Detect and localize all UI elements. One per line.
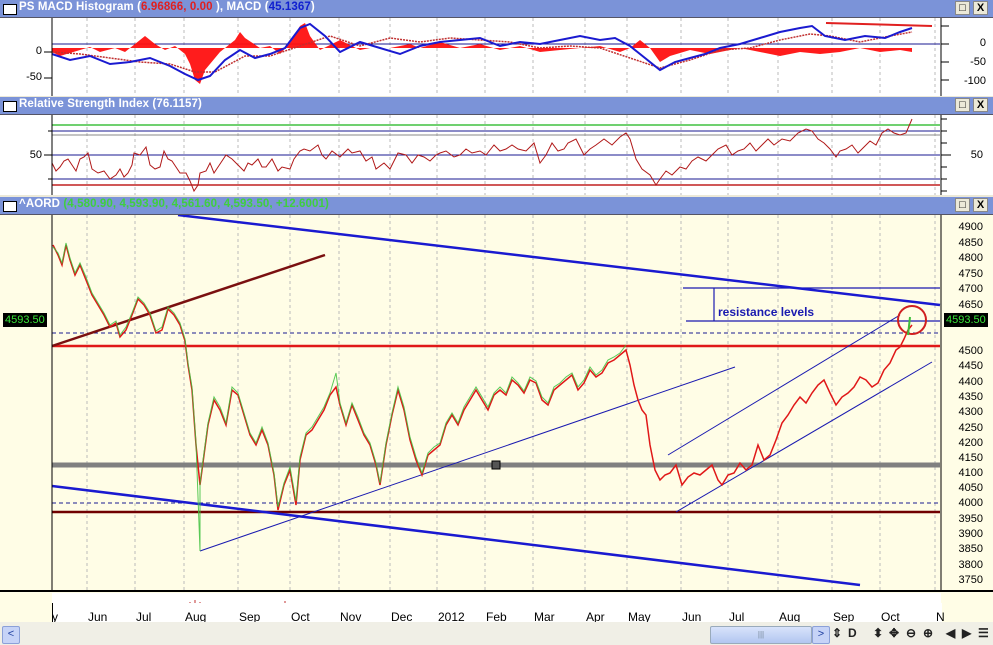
resistance-levels-annotation: resistance levels	[718, 305, 815, 319]
macd-left-tick-neg50: -50	[26, 71, 42, 83]
rsi-pane: Relative Strength Index (76.1157) □ X 50…	[0, 97, 993, 195]
pane-icon	[3, 101, 17, 112]
rsi-plot	[0, 115, 993, 195]
maximize-button[interactable]: □	[955, 98, 970, 112]
bottom-toolbar	[0, 622, 993, 645]
close-button[interactable]: X	[973, 98, 988, 112]
horizontal-scrollbar-thumb[interactable]: |||	[710, 626, 812, 644]
price-plot	[0, 215, 993, 610]
last-price-badge-left: 4593.50	[3, 313, 47, 327]
x-axis	[52, 603, 942, 622]
previous-icon[interactable]: ◀	[946, 626, 956, 640]
maximize-button[interactable]: □	[955, 1, 970, 15]
zoom-out-icon[interactable]: ⊖	[906, 626, 917, 640]
maximize-button[interactable]: □	[955, 198, 970, 212]
rsi-right-tick-50: 50	[970, 149, 983, 161]
menu-icon[interactable]: ☰	[978, 626, 989, 640]
last-price-badge-right: 4593.50	[944, 313, 988, 327]
zoom-in-icon[interactable]: ⊕	[923, 626, 934, 640]
macd-right-tick-neg50: -50	[970, 56, 986, 68]
macd-title: PS MACD Histogram (6.96866, 0.00 ), MACD…	[19, 1, 315, 13]
next-icon[interactable]: ▶	[962, 626, 972, 640]
pane-icon	[3, 4, 17, 15]
rsi-title: Relative Strength Index (76.1157)	[19, 98, 202, 110]
macd-pane: PS MACD Histogram (6.96866, 0.00 ), MACD…	[0, 0, 993, 96]
close-button[interactable]: X	[973, 1, 988, 15]
scroll-right-button[interactable]: >	[812, 626, 830, 644]
macd-left-tick-0: 0	[35, 45, 42, 57]
price-titlebar[interactable]: ^AORD (4,580.90, 4,593.90, 4,561.60, 4,5…	[0, 197, 993, 215]
vertical-scale-icon[interactable]: ⇕	[832, 626, 843, 640]
move-icon[interactable]: ✥	[889, 626, 900, 640]
macd-plot	[0, 18, 993, 96]
rsi-titlebar[interactable]: Relative Strength Index (76.1157) □ X	[0, 97, 993, 115]
macd-titlebar[interactable]: PS MACD Histogram (6.96866, 0.00 ), MACD…	[0, 0, 993, 18]
price-pane: ^AORD (4,580.90, 4,593.90, 4,561.60, 4,5…	[0, 197, 993, 622]
rsi-left-tick-50: 50	[29, 149, 42, 161]
macd-right-tick-neg100: -100	[963, 75, 986, 87]
macd-right-tick-0: 0	[979, 37, 986, 49]
candles	[52, 242, 913, 552]
pane-icon	[3, 201, 17, 212]
price-title: ^AORD (4,580.90, 4,593.90, 4,561.60, 4,5…	[19, 198, 329, 210]
resize-vertical-icon[interactable]: ⬍	[873, 626, 884, 640]
scroll-left-button[interactable]: <	[2, 626, 20, 644]
d-button[interactable]: D	[848, 626, 857, 640]
close-button[interactable]: X	[973, 198, 988, 212]
